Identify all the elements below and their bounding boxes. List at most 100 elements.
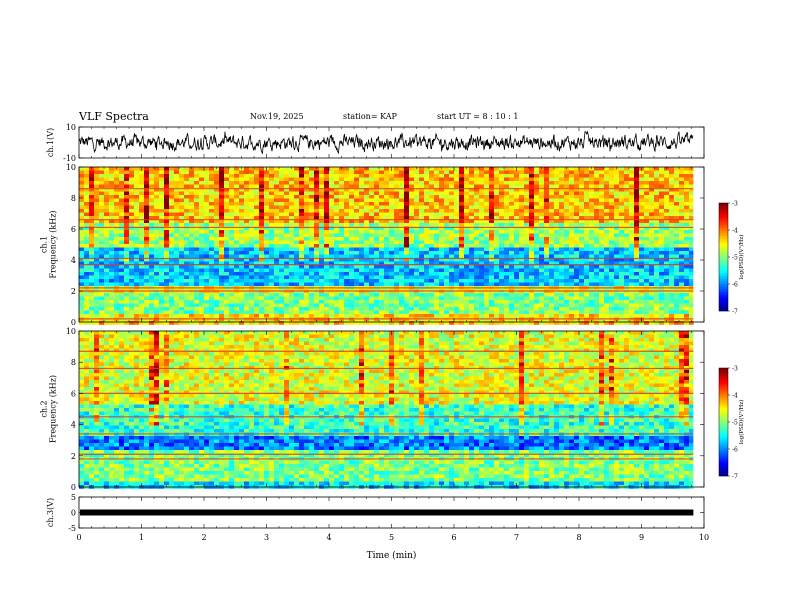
ch1-spec-cell bbox=[439, 279, 445, 283]
ch1-spec-cell bbox=[484, 275, 490, 280]
ch1-spec-cell bbox=[219, 240, 225, 245]
ch1-spec-cell bbox=[489, 282, 495, 287]
ch1-spec-cell bbox=[499, 314, 505, 318]
ch1-spec-cell bbox=[434, 230, 440, 234]
ch1-spec-cell bbox=[619, 188, 625, 192]
ch1-spec-cell bbox=[119, 314, 125, 318]
ch1-spec-cell bbox=[584, 275, 590, 280]
ch1-spec-cell bbox=[369, 174, 375, 178]
ch1-spec-cell bbox=[549, 237, 555, 241]
ch1-spec-cell bbox=[169, 198, 175, 203]
ch1-spec-cell bbox=[429, 275, 435, 280]
ch1-spec-cell bbox=[454, 209, 460, 213]
ch1-spec-cell bbox=[564, 223, 570, 227]
ch1-spec-cell bbox=[614, 314, 620, 318]
ch1-spec-cell bbox=[354, 212, 360, 217]
ch1-spec-cell bbox=[299, 251, 305, 255]
ch1-spec-cell bbox=[599, 240, 605, 245]
ch1-spec-cell bbox=[84, 174, 90, 178]
ch1-spec-cell bbox=[339, 310, 345, 315]
ch1-spec-cell bbox=[524, 209, 530, 213]
ch1-spec-cell bbox=[269, 184, 275, 189]
ch1-spec-cell bbox=[394, 226, 400, 231]
ch1-spec-cell bbox=[289, 247, 295, 252]
ch1-spec-cell bbox=[249, 167, 255, 171]
ch1-spec-cell bbox=[329, 296, 335, 301]
ch1-spec-cell bbox=[534, 219, 540, 224]
ch1-spec-cell bbox=[249, 181, 255, 185]
ch1-spec-cell bbox=[264, 202, 270, 206]
ch1-spec-cell bbox=[294, 174, 300, 178]
ch1-spec-cell bbox=[519, 223, 525, 227]
ch1-spec-cell bbox=[209, 184, 215, 189]
ch1-spec-cell bbox=[124, 226, 130, 231]
ch1-spec-cell bbox=[509, 226, 515, 231]
ch1-spec-cell bbox=[319, 170, 325, 175]
ch1-spec-cell bbox=[419, 223, 425, 227]
ch1-spec-cell bbox=[174, 202, 180, 206]
ch1-spec-cell bbox=[419, 177, 425, 182]
ch1-spec-cell bbox=[104, 258, 110, 262]
ch1-spec-cell bbox=[419, 191, 425, 196]
ch1-spec-cell bbox=[574, 240, 580, 245]
ch1-spec-cell bbox=[194, 216, 200, 220]
ch1-spec-cell bbox=[334, 219, 340, 224]
ch1-spec-cell bbox=[269, 293, 275, 297]
ch1-spec-cell bbox=[489, 198, 495, 203]
ch1-spec-cell bbox=[129, 254, 135, 259]
ch1-spec-cell bbox=[369, 177, 375, 182]
ch1-spec-cell bbox=[209, 209, 215, 213]
ch1-spec-cell bbox=[239, 268, 245, 273]
ch1-spec-cell bbox=[159, 296, 165, 301]
ch1-spec-cell bbox=[179, 167, 185, 171]
ch1-spec-cell bbox=[569, 244, 575, 248]
ch1-spec-cell bbox=[534, 167, 540, 171]
ch1-spec-cell bbox=[414, 216, 420, 220]
ch1-spec-cell bbox=[304, 177, 310, 182]
ch1-spec-cell bbox=[94, 209, 100, 213]
ch1-spec-cell bbox=[319, 167, 325, 171]
ch1-spec-cell bbox=[519, 282, 525, 287]
ch1-spec-cell bbox=[509, 170, 515, 175]
ch1-spec-cell bbox=[469, 233, 475, 238]
ch1-spec-cell bbox=[139, 321, 145, 325]
ch1-spec-cell bbox=[544, 184, 550, 189]
ch1-spec-cell bbox=[144, 195, 150, 199]
ch1-spec-cell bbox=[484, 167, 490, 171]
ch1-spec-cell bbox=[109, 261, 115, 266]
ch1-spec-cell bbox=[289, 258, 295, 262]
ch1-spec-cell bbox=[414, 293, 420, 297]
ch1-spec-cell bbox=[499, 223, 505, 227]
ch1-spec-cell bbox=[129, 272, 135, 276]
ch1-spec-cell bbox=[264, 265, 270, 269]
ch1-spec-cell bbox=[444, 181, 450, 185]
ch1-spec-cell bbox=[164, 251, 170, 255]
ch1-spec-cell bbox=[154, 233, 160, 238]
ch1-spec-cell bbox=[489, 251, 495, 255]
ch1-spec-cell bbox=[349, 314, 355, 318]
ch1-spec-cell bbox=[389, 307, 395, 311]
ch1-spec-cell bbox=[434, 212, 440, 217]
ch1-spec-cell bbox=[109, 258, 115, 262]
ch1-spec-cell bbox=[234, 181, 240, 185]
ch1-spec-cell bbox=[439, 184, 445, 189]
ch1-spec-cell bbox=[79, 282, 85, 287]
ch1-spec-cell bbox=[184, 174, 190, 178]
ch1-spec-cell bbox=[569, 230, 575, 234]
ch1-spec-cell bbox=[484, 282, 490, 287]
ch1-spec-cell bbox=[139, 191, 145, 196]
ch1-spec-cell bbox=[479, 198, 485, 203]
ch1-spec-cell bbox=[474, 188, 480, 192]
ch1-spec-cell bbox=[424, 261, 430, 266]
ch1-spec-cell bbox=[539, 216, 545, 220]
ch1-spec-cell bbox=[344, 195, 350, 199]
ch1-spec-cell bbox=[344, 216, 350, 220]
ch1-spec-cell bbox=[134, 205, 140, 210]
ch1-spec-cell bbox=[244, 191, 250, 196]
ch1-spec-cell bbox=[519, 275, 525, 280]
ch1-spec-cell bbox=[599, 237, 605, 241]
ch1-spec-cell bbox=[149, 226, 155, 231]
ch1-spec-cell bbox=[569, 310, 575, 315]
ch1-spec-cell bbox=[254, 174, 260, 178]
ch1-spec-cell bbox=[264, 300, 270, 304]
